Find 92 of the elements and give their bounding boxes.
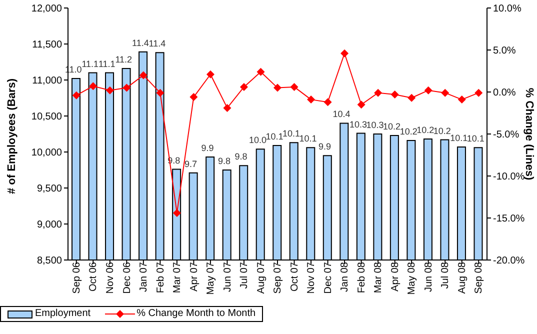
x-tick-label: Sep 08	[474, 262, 485, 294]
legend-label: % Change Month to Month	[136, 308, 256, 320]
point	[72, 91, 80, 100]
x-tick-label: Jul 08	[440, 262, 452, 289]
annotation: 10.2	[400, 126, 418, 136]
point	[139, 71, 148, 80]
annotation: 10.2	[416, 125, 434, 136]
annotation: 9.9	[201, 143, 214, 154]
y2-tick-label: 5.0%	[493, 46, 516, 57]
annotation: 9.8	[218, 156, 230, 166]
annotation: 11.4	[132, 38, 149, 48]
x-tick-label: Aug 08	[456, 262, 468, 294]
point	[424, 86, 432, 94]
x-tick-label: Dec 06	[122, 262, 133, 294]
annotation: 10.2	[383, 121, 401, 132]
point	[206, 70, 214, 78]
x-tick-label: Mar 08	[373, 262, 384, 294]
y-axis-title: # of Employees (Bars)	[6, 78, 18, 194]
point	[408, 94, 416, 102]
point	[190, 93, 198, 102]
annotation: 11.2	[115, 54, 132, 64]
annotation: 10.1	[299, 134, 317, 144]
annotation: 10.4	[332, 109, 350, 120]
x-tick-label: Jan 07	[138, 262, 150, 292]
point	[223, 104, 232, 112]
annotation: 10.1	[282, 128, 300, 139]
point	[307, 96, 316, 104]
annotation: 10.0	[248, 135, 267, 146]
x-tick-label: Jun 08	[423, 262, 434, 292]
point	[274, 84, 282, 92]
x-tick-label: Apr 08	[390, 262, 401, 292]
annotation: 9.8	[234, 152, 248, 162]
annotation: 10.2	[433, 126, 451, 136]
x-tick-label: May 07	[206, 262, 217, 295]
y-tick-label: 11,500	[32, 40, 62, 51]
annotation: 10.3	[350, 119, 368, 130]
x-tick-label: Mar 07	[172, 262, 184, 294]
y-tick-label: 11,000	[32, 76, 62, 87]
x-tick-label: Oct 06	[88, 262, 100, 292]
x-tick-label: Nov 06	[105, 262, 116, 294]
point	[340, 49, 349, 58]
y2-tick-label: -10.0%	[493, 172, 525, 183]
annotation: 10.1	[266, 132, 284, 142]
annotation: 11.1	[82, 58, 99, 69]
y-tick-label: 10,000	[31, 148, 62, 159]
y2-axis-title: % Change (Lines)	[523, 88, 536, 180]
x-tick-label: Apr 07	[188, 262, 200, 292]
y-tick-label: 8,500	[36, 256, 62, 267]
point	[374, 88, 382, 97]
x-tick-label: Aug 07	[256, 262, 267, 294]
y2-tick-label: -15.0%	[493, 214, 525, 225]
annotation: 11.4	[148, 38, 166, 49]
point	[172, 208, 181, 217]
x-tick-label: Oct 07	[289, 262, 300, 292]
point	[122, 84, 131, 92]
x-tick-label: Jun 07	[222, 262, 234, 292]
point	[256, 68, 265, 76]
annotation: 10.1	[450, 132, 468, 143]
point	[156, 88, 164, 97]
point	[441, 88, 450, 97]
annotation: 9.7	[184, 158, 197, 169]
x-tick-label: Feb 07	[155, 262, 166, 294]
point	[324, 98, 332, 106]
point	[240, 82, 248, 91]
y-tick-label: 12,000	[31, 4, 62, 15]
x-tick-label: Sep 07	[272, 262, 284, 294]
point	[357, 100, 366, 109]
y-tick-label: 10,500	[31, 112, 62, 123]
x-tick-label: Feb 08	[356, 262, 368, 294]
annotation: 10.1	[466, 134, 484, 144]
x-tick-label: Nov 07	[306, 262, 318, 294]
legend-label: Employment	[35, 308, 91, 320]
y2-tick-label: 10.0%	[493, 4, 522, 15]
y-tick-label: 9,000	[36, 220, 62, 231]
point	[390, 90, 399, 99]
y2-tick-label: 0.0%	[493, 88, 516, 99]
x-tick-label: Sep 06	[71, 262, 82, 294]
annotation: 11.1	[98, 58, 116, 69]
x-tick-label: Dec 07	[322, 262, 334, 294]
annotation: 9.9	[318, 142, 332, 152]
point	[290, 82, 298, 91]
point	[458, 96, 466, 104]
annotation: 10.3	[366, 120, 384, 130]
point	[474, 88, 483, 97]
y2-tick-label: -20.0%	[493, 256, 525, 267]
point	[89, 82, 98, 90]
y-tick-label: 9,500	[36, 184, 62, 195]
point	[106, 86, 114, 94]
x-tick-label: Jul 07	[239, 262, 250, 289]
x-tick-label: Jan 08	[340, 262, 351, 292]
x-tick-label: May 08	[406, 262, 418, 295]
y2-tick-label: -5.0%	[493, 130, 520, 141]
